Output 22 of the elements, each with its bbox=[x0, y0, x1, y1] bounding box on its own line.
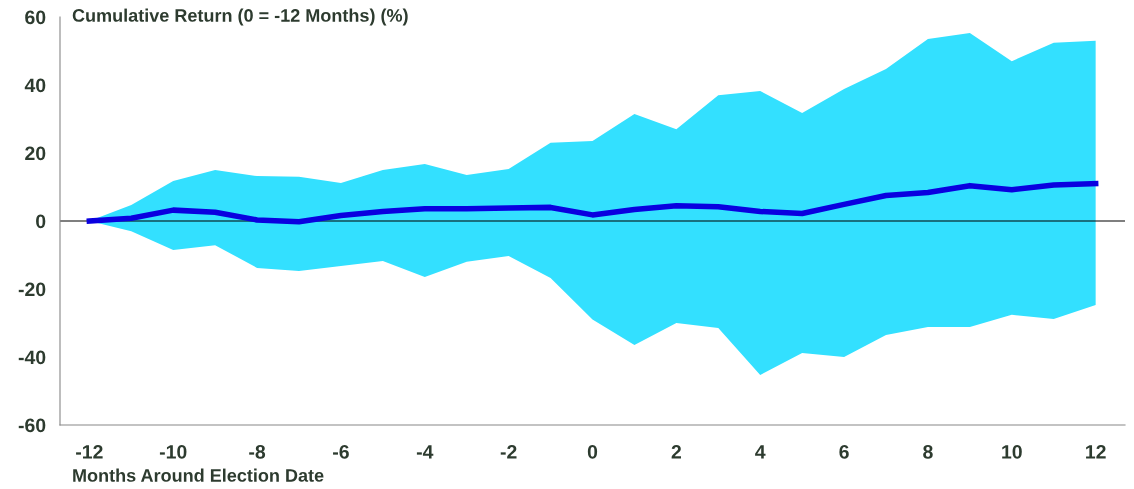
x-axis-title: Months Around Election Date bbox=[73, 468, 324, 482]
y-tick-label: 0 bbox=[36, 214, 46, 229]
x-tick-label: -4 bbox=[416, 445, 434, 459]
x-tick-label: -8 bbox=[249, 444, 266, 459]
x-tick-label: 6 bbox=[839, 444, 849, 459]
x-tick-label: 0 bbox=[587, 444, 598, 459]
y-tick-label: -60 bbox=[18, 418, 46, 433]
x-tick-label: -12 bbox=[76, 444, 103, 459]
y-tick-label: 60 bbox=[25, 10, 46, 25]
x-tick-label: 2 bbox=[671, 444, 681, 459]
x-tick-label: -10 bbox=[159, 444, 187, 459]
y-tick-label: -40 bbox=[18, 350, 46, 365]
x-tick-label: 8 bbox=[923, 444, 933, 459]
y-tick-label: 40 bbox=[24, 78, 46, 93]
x-tick-label: 12 bbox=[1086, 444, 1106, 459]
x-tick-label: 4 bbox=[755, 445, 766, 459]
x-tick-label: -6 bbox=[333, 444, 349, 459]
x-tick-label: 10 bbox=[1002, 444, 1022, 459]
y-tick-label: -20 bbox=[18, 282, 46, 297]
y-tick-label: 20 bbox=[25, 146, 46, 161]
y-axis-title: Cumulative Return (0 = -12 Months) (%) bbox=[72, 8, 408, 26]
x-tick-label: -2 bbox=[500, 444, 517, 459]
